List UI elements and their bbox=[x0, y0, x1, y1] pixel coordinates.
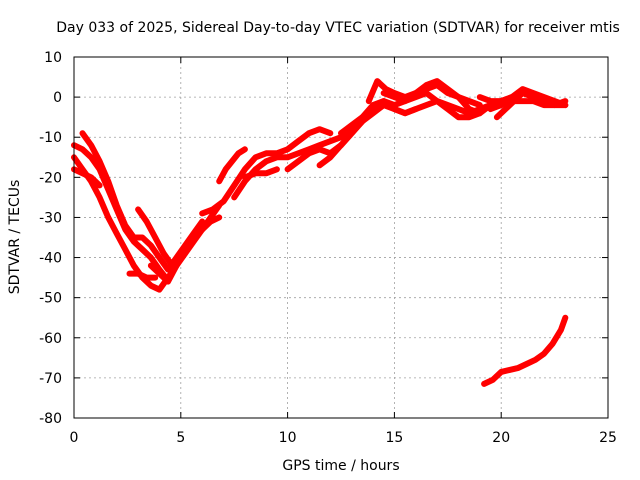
data-series bbox=[71, 78, 569, 387]
y-tick-label: -30 bbox=[39, 210, 62, 226]
series-line-arc-21 bbox=[481, 314, 569, 387]
series-line-arc-10 bbox=[231, 106, 376, 201]
x-tick-labels: 0 5 10 15 20 25 bbox=[70, 430, 617, 446]
series-line-arc-9 bbox=[199, 126, 334, 217]
x-tick-label: 15 bbox=[385, 430, 403, 446]
series-line-arc-4 bbox=[71, 166, 103, 189]
y-tick-label: -50 bbox=[39, 291, 62, 307]
y-tick-label: 0 bbox=[53, 90, 62, 106]
x-axis-label: GPS time / hours bbox=[282, 458, 399, 474]
y-tick-label: -40 bbox=[39, 251, 62, 267]
y-axis-label: SDTVAR / TECUs bbox=[7, 180, 23, 295]
y-tick-label: -80 bbox=[39, 411, 62, 427]
y-tick-label: -60 bbox=[39, 331, 62, 347]
x-tick-label: 25 bbox=[599, 430, 617, 446]
x-tick-label: 0 bbox=[70, 430, 79, 446]
y-tick-label: -70 bbox=[39, 371, 62, 387]
x-tick-label: 10 bbox=[279, 430, 297, 446]
x-tick-label: 5 bbox=[176, 430, 185, 446]
plot-frame bbox=[73, 56, 609, 419]
series-line-arc-5 bbox=[126, 270, 159, 281]
series-line-arc-11 bbox=[241, 166, 280, 181]
chart-title: Day 033 of 2025, Sidereal Day-to-day VTE… bbox=[56, 20, 620, 36]
y-tick-labels: 10 0 -10 -20 -30 -40 -50 -60 -70 -80 bbox=[39, 50, 62, 427]
axis-ticks bbox=[73, 56, 609, 419]
y-tick-label: -10 bbox=[39, 130, 62, 146]
x-tick-label: 20 bbox=[492, 430, 510, 446]
series-line-arc-6 bbox=[135, 206, 176, 269]
y-tick-label: -20 bbox=[39, 170, 62, 186]
series-line-arc-14 bbox=[338, 98, 483, 137]
series-line-arc-8 bbox=[216, 146, 248, 185]
series-line-arc-20 bbox=[493, 90, 526, 121]
series-line-arc-7 bbox=[147, 214, 223, 285]
y-tick-label: 10 bbox=[44, 50, 62, 66]
